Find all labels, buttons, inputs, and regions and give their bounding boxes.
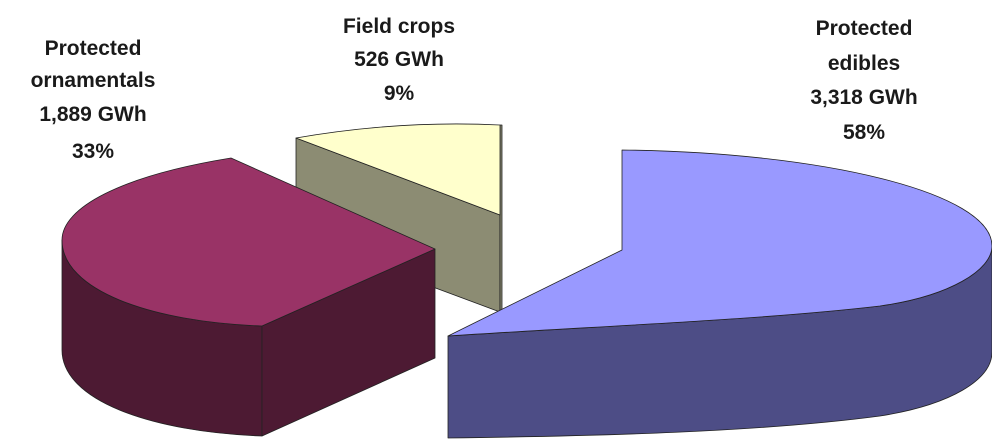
label-protected-ornamentals: Protected ornamentals 1,889 GWh 33% bbox=[31, 37, 156, 163]
slice-field-crops bbox=[295, 123, 503, 313]
label-ornamentals-line2: ornamentals bbox=[31, 69, 156, 92]
label-ornamentals-value: 1,889 GWh bbox=[39, 103, 146, 126]
label-edibles-percent: 58% bbox=[843, 121, 885, 144]
label-edibles-value: 3,318 GWh bbox=[810, 86, 917, 109]
slice-field-crops-top bbox=[295, 123, 501, 216]
label-ornamentals-percent: 33% bbox=[72, 140, 114, 163]
slice-protected-ornamentals bbox=[61, 157, 436, 437]
label-field-crops: Field crops 526 GWh 9% bbox=[343, 15, 455, 105]
slice-protected-edibles-top bbox=[447, 149, 992, 337]
label-protected-edibles: Protected edibles 3,318 GWh 58% bbox=[810, 17, 917, 144]
slice-protected-edibles bbox=[447, 149, 992, 439]
label-edibles-line2: edibles bbox=[828, 52, 900, 75]
label-field-crops-value: 526 GWh bbox=[354, 48, 444, 71]
label-field-crops-percent: 9% bbox=[384, 82, 415, 105]
slice-protected-ornamentals-top bbox=[61, 157, 436, 327]
label-ornamentals-line1: Protected bbox=[45, 37, 142, 60]
label-edibles-line1: Protected bbox=[816, 17, 913, 40]
label-field-crops-line1: Field crops bbox=[343, 15, 455, 38]
